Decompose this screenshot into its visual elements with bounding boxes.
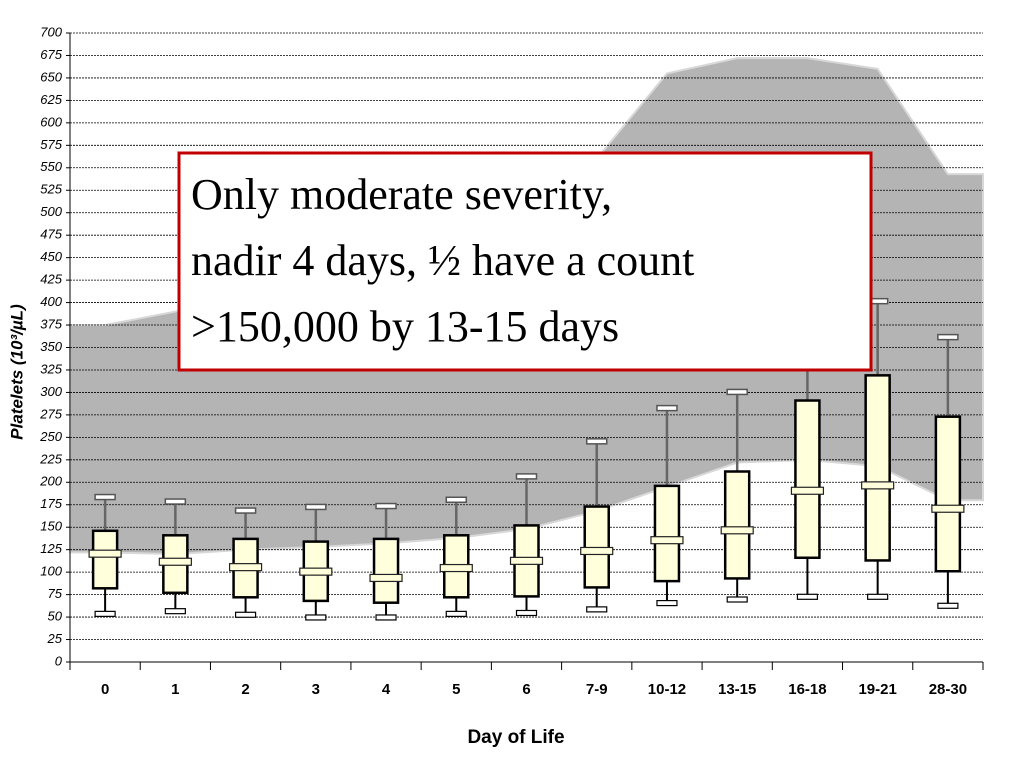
y-tick-label: 50 <box>48 609 63 624</box>
box <box>864 374 891 562</box>
x-tick-label: 1 <box>171 681 179 698</box>
annotation-box <box>177 151 873 372</box>
y-tick-label: 0 <box>55 653 63 668</box>
y-tick-label: 100 <box>40 564 62 579</box>
max-cap <box>375 502 397 510</box>
y-axis-label: Platelets (10³/µL) <box>7 304 26 440</box>
box <box>372 537 400 604</box>
median <box>580 546 614 556</box>
y-tick-label: 450 <box>40 249 62 264</box>
x-tick-label: 0 <box>101 681 109 698</box>
median <box>439 563 473 573</box>
y-tick-label: 150 <box>40 519 62 534</box>
y-tick-label: 650 <box>40 69 62 84</box>
box <box>723 470 751 580</box>
max-cap <box>726 388 748 396</box>
y-tick-label: 700 <box>40 24 62 39</box>
max-cap <box>445 496 468 504</box>
y-tick-label: 525 <box>40 182 62 197</box>
median <box>88 549 122 558</box>
y-tick-label: 250 <box>39 429 62 444</box>
x-tick-label: 4 <box>382 681 391 698</box>
x-tick-label: 7-9 <box>586 681 608 698</box>
y-tick-label: 625 <box>40 92 62 107</box>
min-cap <box>94 610 116 617</box>
min-cap <box>305 614 327 621</box>
median <box>790 486 825 495</box>
max-cap <box>164 498 187 505</box>
y-tick-label: 425 <box>40 272 62 287</box>
min-cap <box>586 606 608 613</box>
x-tick-label: 10-12 <box>648 681 686 698</box>
y-tick-label: 550 <box>40 159 62 174</box>
min-cap <box>515 609 538 617</box>
median <box>931 504 965 513</box>
box <box>934 415 962 573</box>
y-tick-label: 600 <box>40 114 62 129</box>
max-cap <box>234 507 257 514</box>
min-cap <box>445 610 467 617</box>
median <box>228 563 263 572</box>
min-cap <box>726 596 748 603</box>
annotation-line: >150,000 by 13-15 days <box>191 302 619 351</box>
median <box>720 526 754 535</box>
y-tick-label: 475 <box>40 227 62 242</box>
min-cap <box>164 608 186 615</box>
y-tick-label: 300 <box>40 384 62 399</box>
median <box>158 557 192 566</box>
x-tick-label: 16-18 <box>788 681 826 698</box>
median <box>369 573 403 583</box>
max-cap <box>656 404 678 412</box>
y-tick-label: 25 <box>47 631 63 646</box>
annotation-line: Only moderate severity, <box>191 170 612 219</box>
y-tick-label: 200 <box>39 474 62 489</box>
y-tick-label: 350 <box>40 339 62 354</box>
y-tick-label: 225 <box>39 451 62 466</box>
x-tick-label: 19-21 <box>858 681 896 698</box>
y-tick-label: 325 <box>40 361 62 376</box>
median <box>861 481 895 490</box>
x-tick-label: 3 <box>312 681 320 698</box>
max-cap <box>937 333 959 341</box>
y-tick-label: 675 <box>40 47 62 62</box>
y-tick-label: 375 <box>40 316 62 331</box>
min-cap <box>796 593 819 600</box>
annotation-line: nadir 4 days, ½ have a count <box>191 236 694 285</box>
x-tick-label: 28-30 <box>929 681 967 698</box>
max-cap <box>515 473 538 480</box>
y-tick-label: 400 <box>40 294 62 309</box>
min-cap <box>867 593 889 600</box>
x-tick-label: 13-15 <box>718 681 756 698</box>
box <box>794 399 821 560</box>
x-tick-label: 5 <box>452 681 460 698</box>
min-cap <box>375 614 397 621</box>
x-axis-label: Day of Life <box>467 727 564 748</box>
y-tick-label: 175 <box>40 496 62 511</box>
median <box>299 567 333 576</box>
x-tick-label: 2 <box>241 681 249 698</box>
y-tick-label: 275 <box>39 406 62 421</box>
y-tick-label: 575 <box>40 137 62 152</box>
max-cap <box>585 438 608 445</box>
median <box>509 556 544 565</box>
box <box>91 529 119 590</box>
min-cap <box>656 599 678 607</box>
y-tick-label: 500 <box>40 204 62 219</box>
y-tick-label: 75 <box>48 586 63 601</box>
median <box>650 536 684 545</box>
max-cap <box>94 493 116 501</box>
min-cap <box>234 611 257 618</box>
max-cap <box>305 503 327 511</box>
y-tick-label: 125 <box>40 541 62 556</box>
box <box>653 484 681 583</box>
x-tick-label: 6 <box>522 681 530 698</box>
min-cap <box>937 602 959 609</box>
